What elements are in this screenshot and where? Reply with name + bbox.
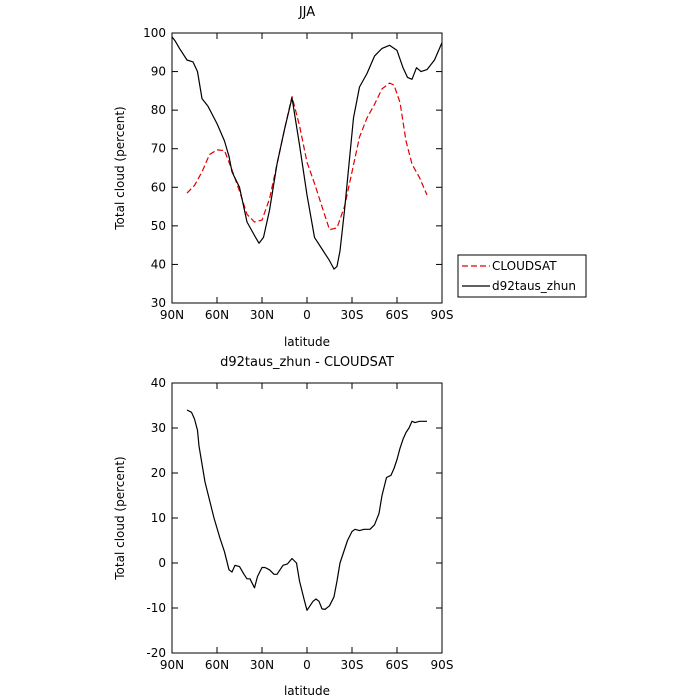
legend-label-d92taus: d92taus_zhun: [492, 279, 576, 293]
y-tick-label: 80: [151, 103, 166, 117]
y-tick-label: -20: [146, 646, 166, 660]
y-tick-label: 40: [151, 257, 166, 271]
y-tick-label: -10: [146, 601, 166, 615]
top-chart-series: [171, 36, 443, 270]
y-tick-label: 40: [151, 376, 166, 390]
x-tick-label: 60N: [205, 658, 229, 672]
x-tick-label: 30S: [341, 308, 364, 322]
bottom-chart-x-axis: 90N 60N 30N 0 30S 60S 90S: [160, 383, 454, 672]
top-chart-legend: CLOUDSAT d92taus_zhun: [457, 254, 587, 298]
x-tick-label: 90N: [160, 658, 184, 672]
x-tick-label: 0: [303, 658, 311, 672]
y-tick-label: 0: [158, 556, 166, 570]
y-tick-label: 100: [143, 26, 166, 40]
series-line-difference: [186, 409, 427, 611]
y-tick-label: 50: [151, 219, 166, 233]
x-tick-label: 30N: [250, 658, 274, 672]
series-line-d92taus-zhun: [171, 36, 443, 270]
bottom-chart-title: d92taus_zhun - CLOUDSAT: [220, 355, 394, 370]
bottom-chart-ylabel: Total cloud (percent): [113, 456, 127, 580]
legend-label-cloudsat: CLOUDSAT: [492, 259, 557, 273]
y-tick-label: 90: [151, 65, 166, 79]
bottom-chart: d92taus_zhun - CLOUDSAT -20-10010203040 …: [113, 355, 453, 698]
x-tick-label: 90S: [431, 658, 454, 672]
top-chart-title: JJA: [298, 5, 315, 20]
series-line-cloudsat: [186, 82, 428, 231]
x-tick-label: 30S: [341, 658, 364, 672]
x-tick-label: 90N: [160, 308, 184, 322]
x-tick-label: 60N: [205, 308, 229, 322]
x-tick-label: 60S: [386, 658, 409, 672]
x-tick-label: 30N: [250, 308, 274, 322]
y-tick-label: 30: [151, 421, 166, 435]
x-tick-label: 0: [303, 308, 311, 322]
bottom-chart-series: [186, 409, 427, 611]
y-tick-label: 10: [151, 511, 166, 525]
y-tick-label: 70: [151, 142, 166, 156]
bottom-chart-xlabel: latitude: [284, 684, 330, 698]
bottom-chart-plot-frame: [171, 382, 443, 654]
y-tick-label: 60: [151, 180, 166, 194]
bottom-chart-y-axis: -20 -10 0 10 20 30 40: [146, 376, 442, 660]
top-chart-xlabel: latitude: [284, 335, 330, 349]
y-tick-label: 30: [151, 296, 166, 310]
x-tick-label: 90S: [431, 308, 454, 322]
top-chart-plot-frame: [171, 32, 443, 304]
top-chart-ylabel: Total cloud (percent): [113, 106, 127, 230]
top-chart-y-axis: 30 40 50 60 70 80 90 100: [143, 26, 442, 310]
top-chart-x-axis: 90N 60N 30N 0 30S 60S 90S: [160, 33, 454, 322]
y-tick-label: 20: [151, 466, 166, 480]
legend-box: [457, 254, 587, 298]
x-tick-label: 60S: [386, 308, 409, 322]
